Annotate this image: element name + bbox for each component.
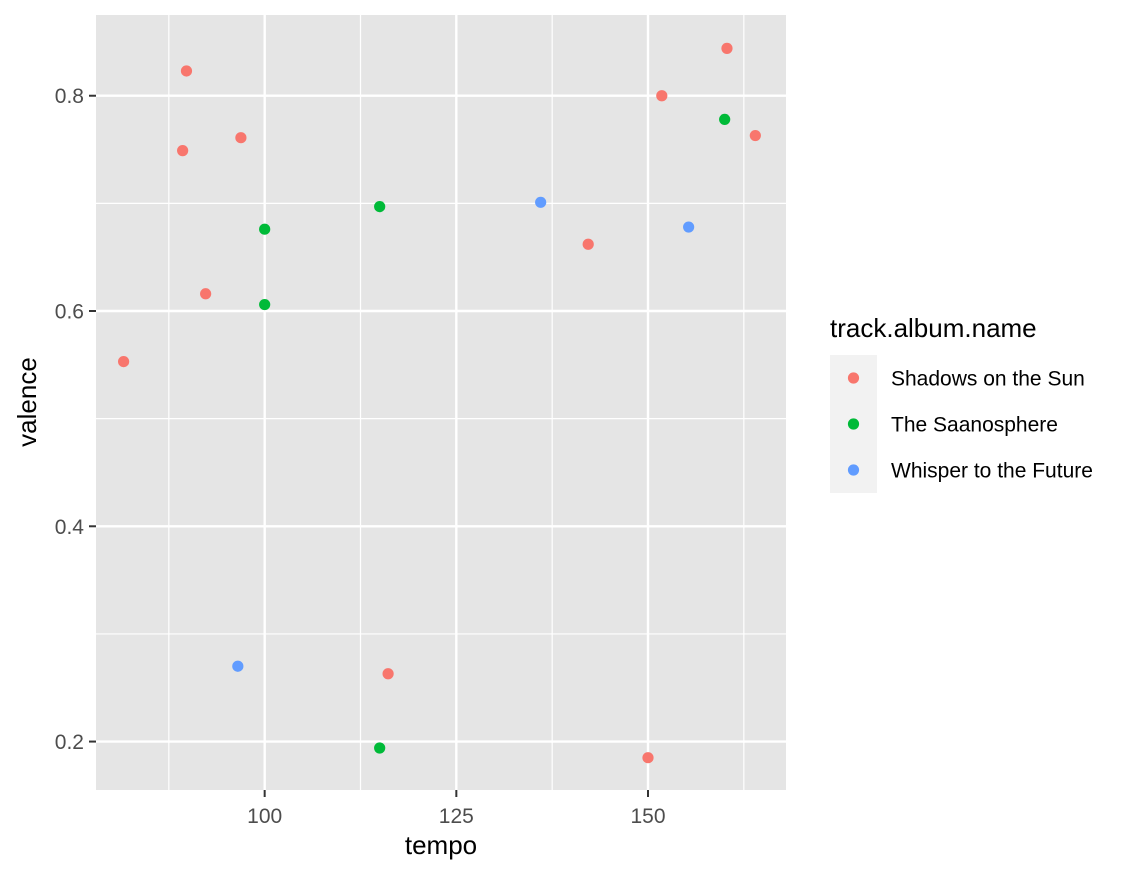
legend-key-marker [847, 418, 860, 430]
legend-item-label: Shadows on the Sun [891, 368, 1085, 391]
data-point-shadows-on-the-sun [118, 355, 130, 368]
legend-key-marker [847, 372, 860, 384]
legend-item-label: Whisper to the Future [891, 460, 1093, 483]
data-points [118, 42, 761, 764]
legend-title: track.album.name [830, 313, 1037, 343]
data-point-whisper-to-the-future [232, 660, 244, 672]
data-point-the-saanosphere [374, 200, 386, 213]
y-tick-label: 0.4 [55, 516, 85, 539]
legend-item-label: The Saanosphere [891, 414, 1058, 437]
data-point-shadows-on-the-sun [382, 668, 394, 680]
legend: track.album.name Shadows on the Sun The S… [830, 313, 1093, 493]
major-grid-lines [96, 15, 786, 790]
x-axis: 100 125 150 [247, 790, 666, 828]
data-point-shadows-on-the-sun [235, 132, 247, 144]
x-tick-label: 125 [439, 805, 474, 828]
legend-key-marker [847, 464, 860, 476]
data-point-the-saanosphere [719, 113, 731, 126]
legend-items: Shadows on the Sun The Saanosphere Whisper… [830, 355, 1093, 493]
data-point-the-saanosphere [259, 298, 271, 311]
y-tick-label: 0.8 [55, 85, 84, 108]
y-axis-title: valence [12, 357, 42, 447]
x-tick-label: 100 [247, 805, 282, 828]
data-point-shadows-on-the-sun [721, 42, 733, 54]
data-point-shadows-on-the-sun [656, 90, 668, 102]
data-point-shadows-on-the-sun [180, 65, 193, 77]
data-point-whisper-to-the-future [683, 221, 695, 233]
plot-panel [96, 15, 786, 790]
data-point-shadows-on-the-sun [200, 288, 212, 300]
data-point-shadows-on-the-sun [749, 129, 761, 142]
data-point-shadows-on-the-sun [177, 145, 189, 157]
minor-grid-lines [96, 15, 786, 790]
y-axis: 0.2 0.4 0.6 0.8 [55, 85, 96, 754]
y-tick-label: 0.6 [55, 301, 84, 324]
x-tick-label: 150 [630, 805, 665, 828]
data-point-the-saanosphere [374, 742, 386, 754]
x-axis-title: tempo [405, 830, 477, 860]
data-point-the-saanosphere [259, 223, 271, 235]
data-point-whisper-to-the-future [535, 196, 547, 208]
data-point-shadows-on-the-sun [582, 238, 594, 250]
y-tick-label: 0.2 [55, 731, 84, 754]
data-point-shadows-on-the-sun [642, 752, 654, 764]
